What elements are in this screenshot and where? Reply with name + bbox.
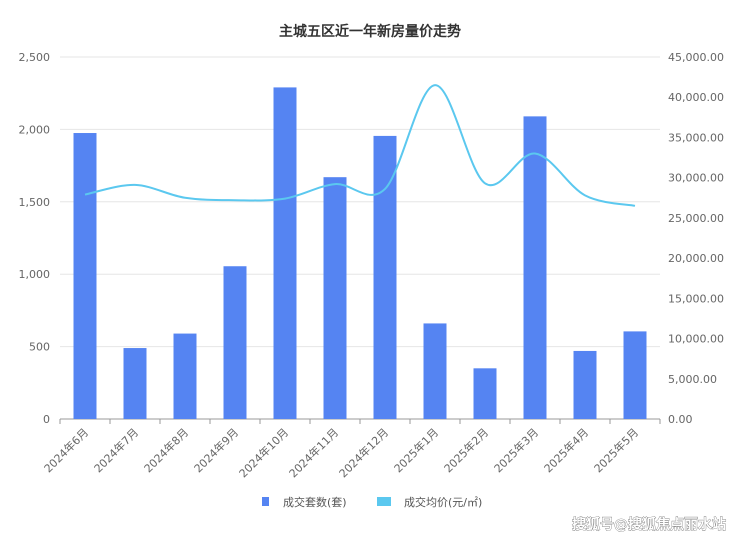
gridlines [60, 56, 660, 420]
y-right-tick-label: 40,000.00 [668, 91, 724, 104]
x-tick-label: 2024年6月 [41, 425, 91, 475]
bar [173, 333, 197, 419]
bar-series [73, 87, 647, 420]
y-left-tick-label: 500 [29, 341, 50, 354]
x-tick-label: 2024年8月 [141, 425, 191, 475]
watermark: 搜狐号@搜狐焦点丽水站 [572, 516, 726, 533]
x-tick-label: 2024年9月 [191, 425, 241, 475]
x-tick-label: 2025年5月 [591, 425, 641, 475]
x-tick-label: 2024年11月 [286, 425, 341, 480]
legend: 成交套数(套) 成交均价(元/㎡) [262, 495, 482, 509]
bar [323, 177, 347, 419]
y-left-tick-label: 1,500 [19, 196, 51, 209]
bar [123, 348, 147, 419]
legend-swatch-line [377, 497, 391, 506]
y-right-tick-label: 0.00 [668, 413, 693, 426]
x-tick-label: 2024年7月 [91, 425, 141, 475]
line-series [84, 84, 636, 207]
x-tick-label: 2025年4月 [541, 425, 591, 475]
x-tick-label: 2024年10月 [236, 425, 291, 480]
y-left-tick-label: 1,000 [19, 268, 51, 281]
y-axis-left: 0 500 1,000 1,500 2,000 2,500 [19, 51, 51, 426]
bar [623, 331, 647, 419]
bar [373, 135, 397, 419]
y-right-tick-label: 30,000.00 [668, 172, 724, 185]
y-left-tick-label: 2,500 [19, 51, 51, 64]
y-left-tick-label: 2,000 [19, 123, 51, 136]
bar [73, 133, 97, 419]
bar [223, 266, 247, 419]
y-right-tick-label: 5,000.00 [668, 373, 717, 386]
price-line [84, 84, 636, 207]
y-right-tick-label: 20,000.00 [668, 252, 724, 265]
legend-swatch-bar [262, 497, 269, 506]
legend-label-line: 成交均价(元/㎡) [404, 495, 482, 509]
y-axis-right: 0.00 5,000.00 10,000.00 15,000.00 20,000.00 2… [668, 51, 724, 426]
bar [473, 368, 497, 419]
y-left-tick-label: 0 [43, 413, 50, 426]
bar [523, 116, 547, 420]
x-tick-label: 2024年12月 [336, 425, 391, 480]
x-tick-label: 2025年1月 [391, 425, 441, 475]
legend-label-bar: 成交套数(套) [283, 495, 347, 509]
x-axis: 2024年6月 2024年7月 2024年8月 2024年9月2024年10月2024… [41, 419, 661, 480]
y-right-tick-label: 15,000.00 [668, 292, 724, 305]
bar [273, 87, 297, 420]
y-right-tick-label: 25,000.00 [668, 212, 724, 225]
x-tick-label: 2025年2月 [441, 425, 491, 475]
y-right-tick-label: 45,000.00 [668, 51, 724, 64]
y-right-tick-label: 35,000.00 [668, 131, 724, 144]
bar [423, 323, 447, 419]
bar [573, 350, 597, 419]
x-tick-label: 2025年3月 [491, 425, 541, 475]
chart-title: 主城五区近一年新房量价走势 [279, 23, 461, 40]
y-right-tick-label: 10,000.00 [668, 333, 724, 346]
